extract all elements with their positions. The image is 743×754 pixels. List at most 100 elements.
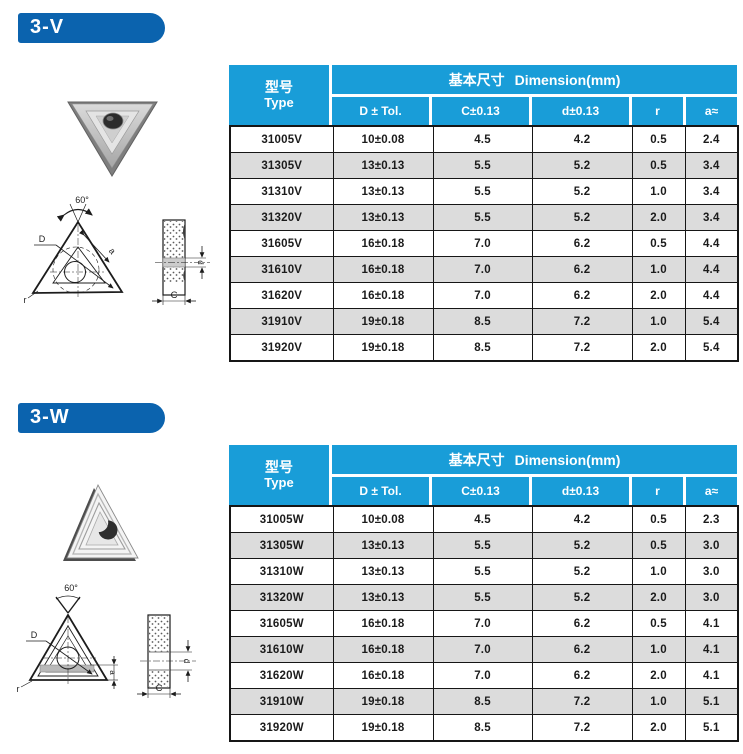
table-cell: 31610V: [229, 256, 334, 283]
table-cell: 7.2: [531, 688, 633, 715]
table-cell: 6.2: [531, 256, 633, 283]
table-cell: 5.5: [432, 584, 533, 611]
table-cell: 5.2: [531, 152, 633, 179]
table-cell: 1.0: [631, 636, 686, 663]
table-cell: 3.0: [684, 532, 739, 559]
table-cell: 6.2: [531, 610, 633, 637]
table-cell: 6.2: [531, 282, 633, 309]
technical-drawing-3w: 60° D r a d: [17, 583, 196, 698]
table-cell: 16±0.18: [332, 230, 434, 257]
table-row: 31005W 10±0.08 4.5 4.2 0.5 2.3: [229, 505, 739, 533]
table-cell: 3.4: [684, 178, 739, 205]
table-cell: 13±0.13: [332, 152, 434, 179]
table-cell: 2.0: [631, 662, 686, 689]
dimension-table-3w: 型号 Type 基本尺寸 Dimension(mm) D ± Tol. C±0.…: [229, 445, 739, 742]
table-cell: 4.2: [531, 125, 633, 153]
table-cell: 31610W: [229, 636, 334, 663]
C-label: C: [156, 683, 163, 694]
table-cell: 10±0.08: [332, 125, 434, 153]
table-cell: 5.2: [531, 558, 633, 585]
table-cell: 5.5: [432, 178, 533, 205]
C-label: C: [171, 290, 178, 301]
D-label: D: [31, 630, 38, 640]
d-label: d: [182, 659, 191, 663]
table-cell: 31620V: [229, 282, 334, 309]
table-cell: 0.5: [631, 230, 686, 257]
table-row: 31910W 19±0.18 8.5 7.2 1.0 5.1: [229, 688, 739, 715]
table-cell: 2.0: [631, 584, 686, 611]
table-header: 型号 Type 基本尺寸 Dimension(mm) D ± Tol. C±0.…: [229, 445, 737, 505]
table-body: 31005V 10±0.08 4.5 4.2 0.5 2.4 31305V 13±0.13 5.…: [229, 125, 739, 362]
table-cell: 31310V: [229, 178, 334, 205]
table-cell: 7.0: [432, 662, 533, 689]
table-cell: 7.0: [432, 610, 533, 637]
table-row: 31620W 16±0.18 7.0 6.2 2.0 4.1: [229, 662, 739, 689]
header-dimension: 基本尺寸 Dimension(mm): [332, 65, 737, 94]
table-cell: 31920W: [229, 714, 334, 742]
section-title: 3-V: [30, 16, 65, 38]
table-cell: 5.2: [531, 178, 633, 205]
angle-label: 60°: [64, 583, 78, 593]
header-col-a: a≈: [686, 97, 737, 125]
header-col-C: C±0.13: [432, 477, 529, 505]
table-body: 31005W 10±0.08 4.5 4.2 0.5 2.3 31305W 13±0.13 5.…: [229, 505, 739, 742]
table-cell: 31310W: [229, 558, 334, 585]
table-cell: 31005W: [229, 505, 334, 533]
table-cell: 8.5: [432, 714, 533, 742]
table-cell: 19±0.18: [332, 688, 434, 715]
table-cell: 31320V: [229, 204, 334, 231]
insert-photo-3w: [63, 483, 139, 561]
table-row: 31910V 19±0.18 8.5 7.2 1.0 5.4: [229, 308, 739, 335]
table-row: 31310V 13±0.13 5.5 5.2 1.0 3.4: [229, 178, 739, 205]
header-dimension: 基本尺寸 Dimension(mm): [332, 445, 737, 474]
table-row: 31310W 13±0.13 5.5 5.2 1.0 3.0: [229, 558, 739, 585]
table-cell: 19±0.18: [332, 334, 434, 362]
table-cell: 13±0.13: [332, 178, 434, 205]
header-type: 型号 Type: [229, 65, 329, 125]
table-cell: 19±0.18: [332, 308, 434, 335]
angle-label: 60°: [75, 195, 89, 205]
table-cell: 4.5: [432, 505, 533, 533]
table-cell: 1.0: [631, 256, 686, 283]
table-row: 31320W 13±0.13 5.5 5.2 2.0 3.0: [229, 584, 739, 611]
header-col-d: d±0.13: [532, 97, 629, 125]
table-cell: 13±0.13: [332, 558, 434, 585]
table-cell: 4.4: [684, 282, 739, 309]
table-cell: 31605W: [229, 610, 334, 637]
table-cell: 4.1: [684, 636, 739, 663]
table-row: 31610V 16±0.18 7.0 6.2 1.0 4.4: [229, 256, 739, 283]
table-cell: 16±0.18: [332, 662, 434, 689]
table-cell: 7.2: [531, 308, 633, 335]
table-cell: 6.2: [531, 662, 633, 689]
table-cell: 6.2: [531, 636, 633, 663]
table-cell: 31005V: [229, 125, 334, 153]
table-cell: 4.1: [684, 662, 739, 689]
table-cell: 0.5: [631, 505, 686, 533]
d-label: d: [196, 260, 205, 264]
table-cell: 13±0.13: [332, 204, 434, 231]
table-cell: 1.0: [631, 308, 686, 335]
a-label: a: [107, 246, 118, 256]
table-row: 31920W 19±0.18 8.5 7.2 2.0 5.1: [229, 714, 739, 742]
table-cell: 8.5: [432, 334, 533, 362]
table-cell: 5.1: [684, 688, 739, 715]
table-cell: 4.4: [684, 256, 739, 283]
table-cell: 5.2: [531, 532, 633, 559]
table-cell: 5.5: [432, 152, 533, 179]
table-cell: 6.2: [531, 230, 633, 257]
dimension-table-3v: 型号 Type 基本尺寸 Dimension(mm) D ± Tol. C±0.…: [229, 65, 739, 362]
header-col-D: D ± Tol.: [332, 97, 429, 125]
table-cell: 2.4: [684, 125, 739, 153]
table-cell: 1.0: [631, 688, 686, 715]
table-cell: 10±0.08: [332, 505, 434, 533]
header-col-C: C±0.13: [432, 97, 529, 125]
table-cell: 5.5: [432, 204, 533, 231]
table-row: 31620V 16±0.18 7.0 6.2 2.0 4.4: [229, 282, 739, 309]
table-cell: 5.4: [684, 308, 739, 335]
section-banner-3v: 3-V: [18, 13, 165, 43]
table-cell: 3.4: [684, 204, 739, 231]
table-cell: 5.4: [684, 334, 739, 362]
table-row: 31320V 13±0.13 5.5 5.2 2.0 3.4: [229, 204, 739, 231]
table-cell: 31910V: [229, 308, 334, 335]
table-cell: 2.0: [631, 334, 686, 362]
